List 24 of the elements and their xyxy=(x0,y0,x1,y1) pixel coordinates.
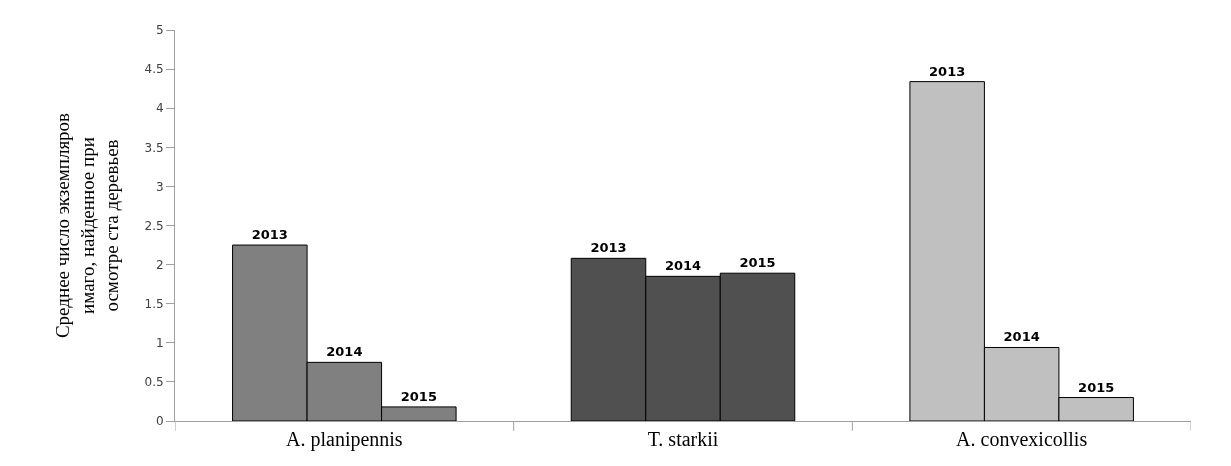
y-axis-title: Среднее число экземпляров имаго, найденное при осмотре ста деревьев xyxy=(51,112,123,339)
y-tick-label: 3 xyxy=(155,179,164,194)
y-tick-label: 0 xyxy=(155,414,164,429)
series-label: 2014 xyxy=(326,344,363,360)
text: 2013 xyxy=(929,63,966,79)
y-tick-label: 4.5 xyxy=(144,62,164,77)
text: 2013 xyxy=(251,227,288,243)
y-tick-label: 5 xyxy=(155,23,164,38)
y-tick-label: 4 xyxy=(155,101,164,116)
y-tick-label: 2 xyxy=(155,257,164,272)
y-tick-label: 1.5 xyxy=(144,296,164,311)
x-tick-label: A. planipennis xyxy=(286,428,403,451)
series-label: 2015 xyxy=(400,388,437,404)
text: 2015 xyxy=(1078,379,1115,395)
series-label: 2013 xyxy=(590,240,627,256)
text: 2015 xyxy=(739,255,776,271)
x-tick-label: A. convexicollis xyxy=(956,428,1088,450)
y-tick-label: 0.5 xyxy=(144,375,164,390)
y-tick-label: 1 xyxy=(155,336,164,350)
text: 2014 xyxy=(664,258,702,274)
y-tick-label: 3.5 xyxy=(144,140,164,155)
y-tick-label: 2.5 xyxy=(144,218,164,233)
text: 2014 xyxy=(1003,329,1040,345)
x-tick-label: T. starkii xyxy=(647,428,719,450)
